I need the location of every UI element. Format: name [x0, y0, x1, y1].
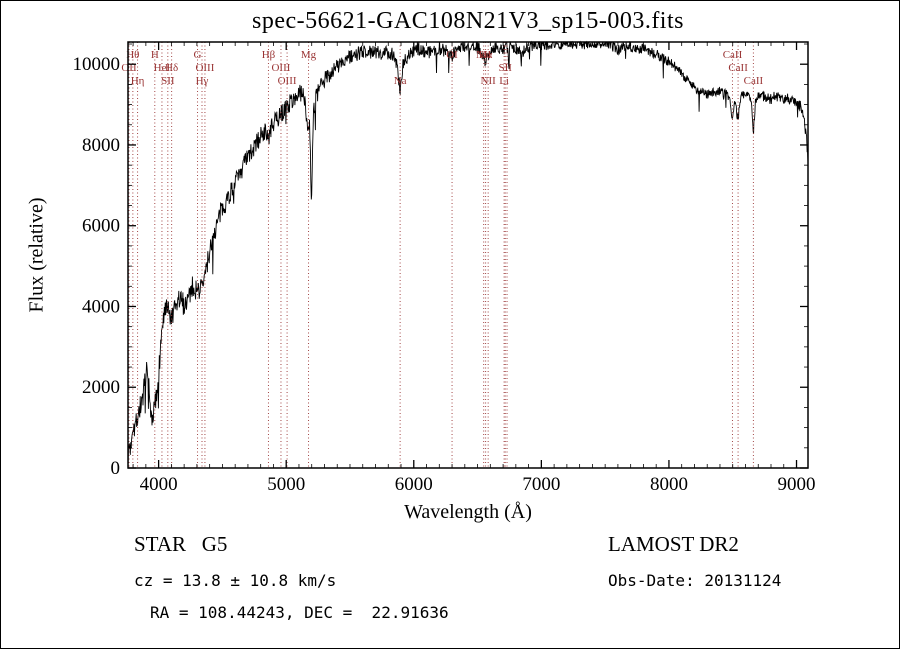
spectral-line-label: OIII [278, 75, 297, 87]
spectral-line-label: SII [161, 75, 175, 87]
y-tick-label: 8000 [82, 135, 120, 156]
spectral-line-label: OIII [271, 62, 290, 74]
x-tick-label: 6000 [395, 474, 433, 495]
spectral-line-label: Hδ [165, 62, 178, 74]
coordinates-text: RA = 108.44243, DEC = 22.91636 [150, 603, 449, 622]
object-class-label: STAR G5 [134, 532, 228, 556]
spectral-line-label: Hα [479, 49, 493, 61]
plot-title: spec-56621-GAC108N21V3_sp15-003.fits [252, 8, 684, 34]
spectral-line-label: Na [394, 75, 407, 87]
spectral-line-label: NII [481, 75, 497, 87]
x-tick-label: 8000 [650, 474, 688, 495]
spectral-line-label: Hη [131, 75, 145, 87]
x-tick-label: 4000 [140, 474, 178, 495]
spectral-line-label: Hγ [196, 75, 209, 87]
spectral-line-label: H [151, 49, 159, 61]
x-tick-label: 9000 [778, 474, 816, 495]
x-tick-label: 7000 [522, 474, 560, 495]
spectral-line-label: CaII [728, 62, 748, 74]
spectral-line-label: Mg [301, 49, 317, 61]
obs-date-text: Obs-Date: 20131124 [608, 571, 782, 590]
y-tick-label: 0 [111, 458, 121, 479]
plot-frame [127, 41, 809, 469]
spectral-line-label: Hβ [262, 49, 276, 61]
spectral-line-label: Li [499, 75, 509, 87]
y-tick-label: 2000 [82, 377, 120, 398]
y-tick-label: 10000 [73, 54, 121, 75]
spectral-line-label: OIII [195, 62, 214, 74]
spectrum-trace [127, 40, 809, 468]
x-tick-label: 5000 [267, 474, 305, 495]
spectral-line-label: G [194, 49, 202, 61]
x-axis-label: Wavelength (Å) [404, 501, 532, 523]
velocity-text: cz = 13.8 ± 10.8 km/s [134, 571, 337, 590]
survey-label: LAMOST DR2 [608, 532, 739, 556]
spectral-line-label: HeI [154, 62, 171, 74]
y-tick-label: 4000 [82, 296, 120, 317]
spectral-line-label: Hθ [126, 49, 139, 61]
spectral-line-label: CaII [744, 75, 764, 87]
y-tick-label: 6000 [82, 216, 120, 237]
spectral-line-label: OI [446, 49, 458, 61]
spectral-line-label: NII [476, 49, 492, 61]
spectral-line-label: SII [499, 62, 513, 74]
spectral-line-label: CaII [723, 49, 743, 61]
